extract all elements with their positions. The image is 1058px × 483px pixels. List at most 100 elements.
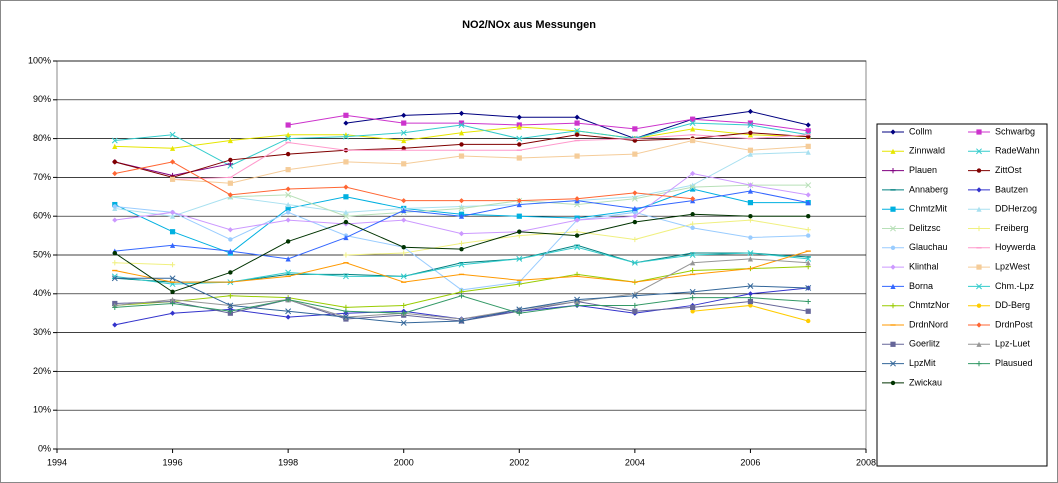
data-point — [285, 151, 291, 157]
legend-marker — [976, 187, 982, 193]
data-point — [632, 302, 638, 309]
legend-label: ChmtzNor — [909, 300, 950, 310]
legend-label: DDHerzog — [995, 204, 1037, 214]
data-point — [227, 302, 234, 309]
data-point — [228, 270, 233, 275]
data-point — [805, 298, 811, 305]
y-tick-label: 70% — [33, 172, 51, 182]
data-point — [169, 300, 176, 307]
data-point — [690, 304, 696, 310]
data-point — [690, 137, 696, 144]
data-point — [690, 212, 695, 217]
data-point — [285, 210, 291, 215]
legend-marker — [976, 341, 982, 347]
y-tick-label: 90% — [33, 94, 51, 104]
data-point — [400, 129, 407, 136]
data-point — [631, 259, 638, 266]
data-point — [748, 235, 753, 240]
legend-label: ChmtzMit — [909, 204, 947, 214]
data-point — [169, 229, 176, 235]
data-point — [632, 219, 638, 225]
series-line — [172, 140, 809, 184]
data-point — [574, 114, 580, 120]
data-point — [227, 293, 233, 299]
data-point — [111, 137, 118, 144]
data-point — [690, 309, 695, 314]
data-point — [574, 233, 580, 238]
data-point — [401, 310, 407, 316]
data-point — [516, 135, 523, 142]
data-point — [747, 283, 754, 289]
data-point — [748, 303, 753, 308]
data-point — [748, 214, 753, 219]
data-point — [458, 261, 465, 268]
data-point — [169, 310, 176, 316]
x-tick-label: 1996 — [163, 457, 183, 467]
legend-label: LpzWest — [995, 261, 1030, 271]
data-point — [169, 209, 176, 215]
legend — [876, 123, 1048, 467]
data-point — [747, 151, 754, 157]
legend-marker — [976, 129, 982, 135]
legend-marker — [976, 264, 982, 270]
data-point — [401, 146, 406, 151]
data-point — [343, 252, 349, 258]
data-point — [805, 200, 811, 206]
data-point — [747, 147, 754, 153]
data-point — [747, 256, 754, 262]
data-point — [459, 246, 464, 252]
data-point — [805, 285, 812, 291]
data-point — [458, 153, 465, 159]
data-point — [747, 200, 754, 206]
data-point — [169, 145, 176, 151]
data-point — [285, 132, 291, 138]
data-point — [806, 318, 811, 324]
data-point — [228, 157, 233, 163]
legend-label: Annaberg — [909, 184, 948, 194]
data-point — [458, 198, 465, 204]
data-point — [516, 281, 522, 287]
data-point — [632, 308, 638, 314]
data-point — [343, 112, 349, 118]
y-tick-label: 30% — [33, 327, 51, 337]
data-point — [574, 132, 580, 137]
data-point — [343, 219, 349, 225]
data-point — [169, 275, 176, 282]
legend-label: DD-Berg — [995, 300, 1030, 310]
data-point — [689, 252, 696, 258]
y-tick-label: 40% — [33, 288, 51, 298]
data-point — [632, 138, 638, 143]
data-point — [170, 289, 175, 295]
data-point — [400, 319, 407, 326]
legend-label: Lpz-Luet — [995, 339, 1031, 349]
data-point — [632, 151, 638, 157]
data-point — [806, 214, 811, 219]
data-point — [343, 308, 349, 314]
data-point — [517, 142, 522, 147]
data-point — [574, 153, 580, 159]
data-point — [805, 128, 811, 134]
data-point — [169, 159, 176, 165]
data-point — [458, 130, 465, 136]
data-point — [285, 167, 291, 173]
data-point — [574, 298, 580, 305]
data-point — [747, 188, 754, 194]
legend-marker — [976, 206, 982, 212]
data-point — [401, 207, 407, 213]
data-point — [343, 120, 349, 126]
legend-marker — [890, 225, 896, 232]
data-point — [285, 269, 292, 276]
legend-marker — [890, 264, 896, 270]
data-point — [805, 182, 812, 189]
legend-label: ZittOst — [995, 165, 1022, 175]
legend-marker — [890, 148, 896, 154]
data-point — [516, 114, 522, 120]
data-point — [401, 137, 407, 144]
data-point — [169, 297, 176, 303]
data-point — [805, 122, 811, 128]
data-point — [632, 213, 638, 219]
legend-marker — [890, 129, 896, 135]
data-point — [112, 304, 118, 310]
data-point — [574, 302, 580, 309]
legend-label: Glauchau — [909, 242, 948, 252]
